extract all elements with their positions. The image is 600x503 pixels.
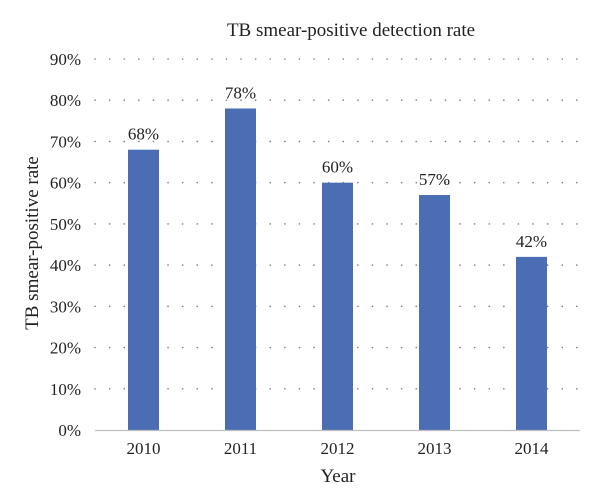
- bar-2014: [516, 256, 547, 430]
- y-axis-ticks: 0% 10% 20% 30% 40% 50% 60% 70% 80% 90%: [50, 50, 81, 440]
- y-tick-label: 50%: [50, 215, 81, 234]
- y-tick-label: 10%: [50, 380, 81, 399]
- data-label: 57%: [419, 170, 450, 189]
- x-tick-label: 2012: [321, 439, 355, 458]
- y-axis-label: TB smear-positive rate: [22, 156, 43, 330]
- bar-2011: [225, 108, 256, 430]
- data-label: 68%: [128, 125, 159, 144]
- y-tick-label: 90%: [50, 50, 81, 69]
- data-label: 78%: [225, 83, 256, 102]
- y-tick-label: 70%: [50, 132, 81, 151]
- x-tick-label: 2011: [224, 439, 257, 458]
- y-tick-label: 0%: [58, 421, 81, 440]
- y-tick-label: 20%: [50, 339, 81, 358]
- x-tick-label: 2010: [127, 439, 161, 458]
- x-tick-label: 2014: [515, 439, 550, 458]
- y-tick-label: 40%: [50, 256, 81, 275]
- data-labels: 68% 78% 60% 57% 42%: [128, 83, 547, 250]
- bar-2010: [128, 149, 159, 430]
- y-tick-label: 60%: [50, 174, 81, 193]
- data-label: 60%: [322, 158, 353, 177]
- y-tick-label: 30%: [50, 297, 81, 316]
- bars: [128, 108, 547, 430]
- bar-2012: [322, 182, 353, 430]
- data-label: 42%: [516, 232, 547, 251]
- chart-title: TB smear-positive detection rate: [227, 20, 475, 41]
- x-tick-label: 2013: [418, 439, 452, 458]
- y-tick-label: 80%: [50, 91, 81, 110]
- x-axis-label: Year: [320, 466, 356, 487]
- x-axis-ticks: 2010 2011 2012 2013 2014: [127, 439, 550, 458]
- bar-2013: [419, 195, 450, 430]
